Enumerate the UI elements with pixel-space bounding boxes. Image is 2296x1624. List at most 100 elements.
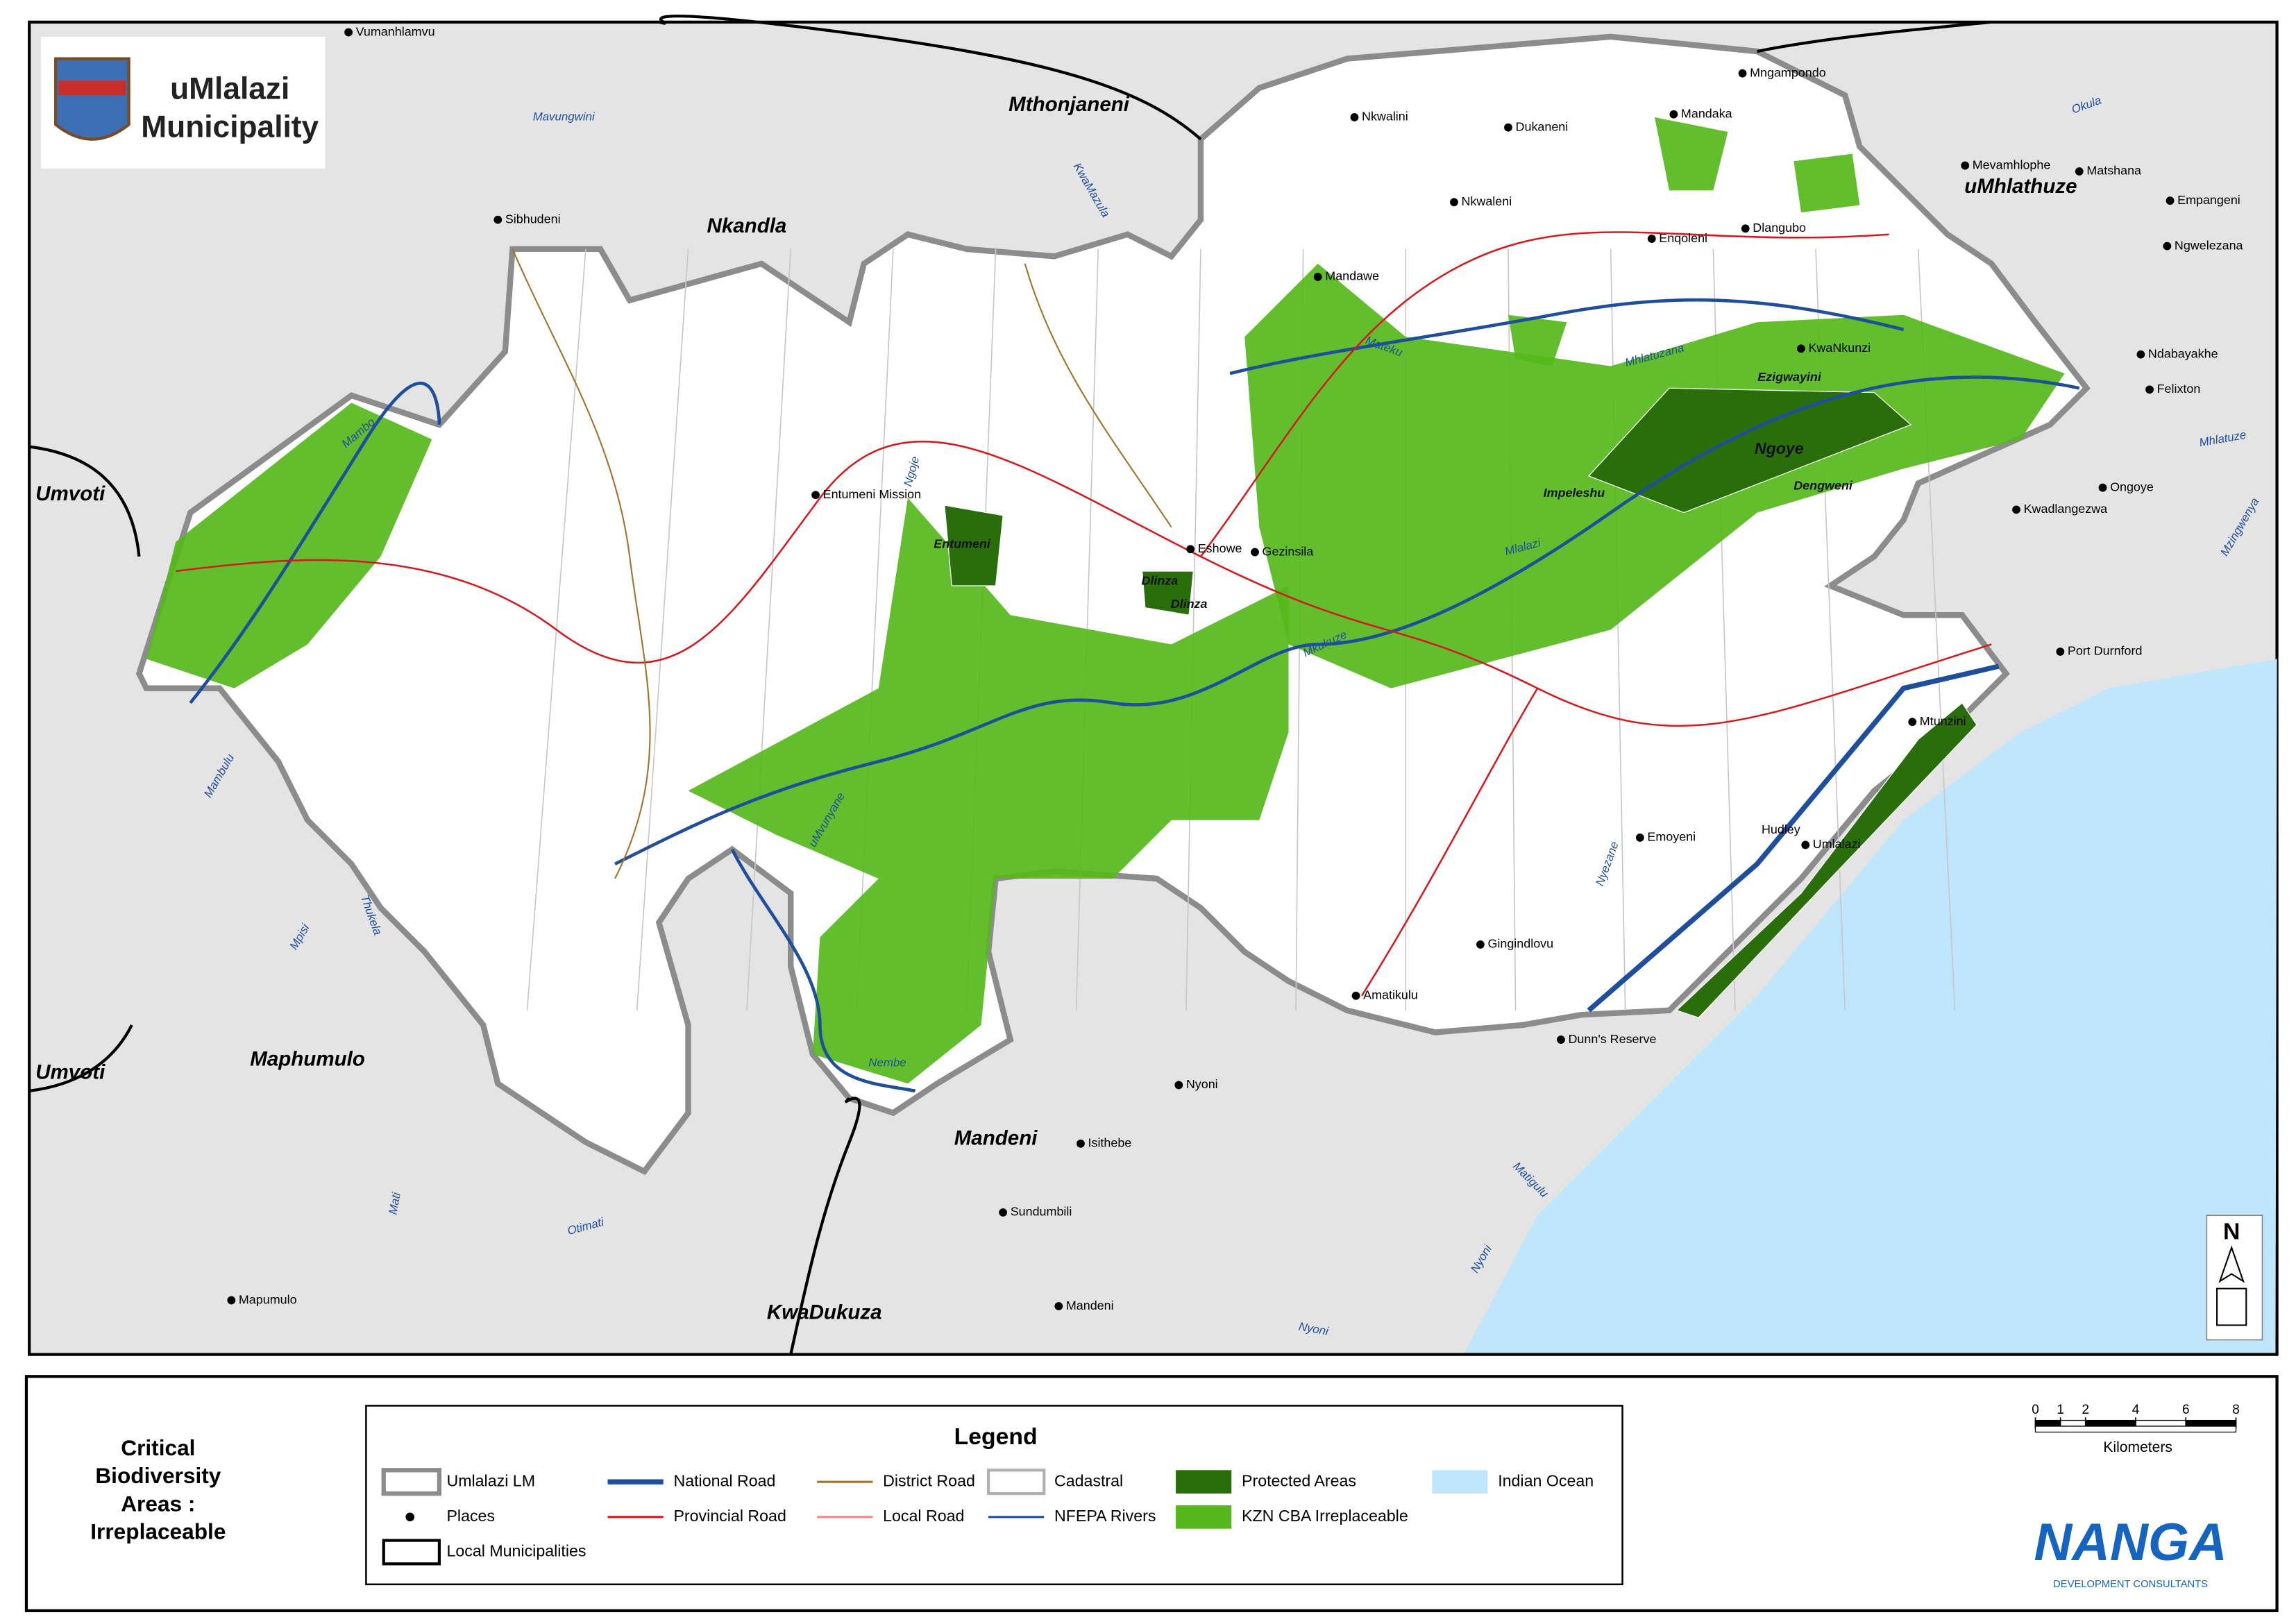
place-label: Umlalazi: [1813, 837, 1861, 851]
legend-label: National Road: [673, 1471, 775, 1489]
legend-symbol: [382, 1539, 441, 1566]
place-marker: [1504, 123, 1512, 132]
north-arrow-label: N: [2223, 1218, 2240, 1244]
municipality-label: Umvoti: [35, 1060, 105, 1083]
logo-crest: [54, 57, 130, 141]
river-label: Nembe: [868, 1056, 906, 1069]
place-marker: [1054, 1302, 1063, 1310]
place-label: Eshowe: [1198, 541, 1242, 555]
provincial-road: [176, 440, 1992, 727]
scale-segment: [2034, 1419, 2061, 1427]
provincial-road: [1360, 688, 1539, 997]
cba-area: [146, 403, 432, 688]
cba-area: [1793, 153, 1860, 213]
legend-title: Legend: [954, 1423, 1038, 1450]
municipality-area: [135, 33, 2091, 1176]
place-marker: [2145, 385, 2154, 394]
local-municipality-boundary: [658, 15, 1202, 141]
legend-label: Local Municipalities: [446, 1542, 586, 1560]
scale-tick-label: 2: [2082, 1403, 2089, 1417]
legend-label: Protected Areas: [1242, 1471, 1356, 1489]
place-label: Enqoleni: [1659, 231, 1707, 245]
municipality-label: Nkandla: [707, 214, 787, 237]
map-title: Critical: [121, 1435, 195, 1460]
legend-label: NFEPA Rivers: [1054, 1507, 1156, 1525]
legend-symbol: [381, 1468, 442, 1496]
place-marker: [1077, 1139, 1085, 1148]
ocean: [1464, 659, 2277, 1353]
place-label: Mevamhlophe: [1973, 158, 2051, 171]
place-marker: [1450, 198, 1458, 207]
protected-area: [1587, 387, 1912, 514]
place-marker: [1738, 69, 1747, 78]
place-marker: [1669, 110, 1678, 119]
north-arrow-symbol: [2216, 1245, 2247, 1326]
place-label: Mandaka: [1681, 106, 1732, 120]
place-marker: [1961, 161, 1970, 170]
place-label: Mngampondo: [1750, 65, 1826, 79]
protected-area: [1141, 570, 1195, 616]
cba-area: [688, 498, 1289, 1084]
legend-label: Local Road: [883, 1507, 964, 1525]
place-label: Dunn's Reserve: [1568, 1032, 1656, 1046]
scale-tick-label: 1: [2057, 1403, 2064, 1417]
place-label: Dukaneni: [1516, 119, 1569, 133]
place-marker: [811, 491, 820, 500]
place-label: Sibhudeni: [505, 212, 561, 226]
place-marker: [1797, 344, 1805, 353]
local-municipality-boundary: [28, 445, 141, 557]
scale-tick-label: 4: [2132, 1403, 2140, 1417]
place-label: KwaNkunzi: [1808, 341, 1871, 355]
scale-tick-label: 6: [2182, 1403, 2190, 1417]
place-marker: [1741, 224, 1750, 233]
legend-symbol: [1176, 1505, 1232, 1529]
place-label: Kwadlangezwa: [2024, 502, 2108, 516]
place-label: Empangeni: [2177, 193, 2240, 207]
place-marker: [2163, 242, 2172, 251]
legend-label: KZN CBA Irreplaceable: [1242, 1507, 1408, 1525]
cba-area: [1508, 314, 1567, 366]
place-label: Nyoni: [1186, 1077, 1218, 1091]
scale-lower-bar: [2034, 1426, 2237, 1433]
place-marker: [2098, 483, 2107, 492]
place-label: Ongoye: [2110, 480, 2154, 493]
place-label: Matshana: [2086, 164, 2141, 178]
place-label: Gezinsila: [1263, 544, 1314, 558]
place-marker: [999, 1208, 1008, 1217]
legend-label: District Road: [883, 1471, 975, 1489]
place-marker: [1557, 1035, 1565, 1044]
river-label: Mavungwini: [533, 110, 596, 123]
place-marker: [1174, 1081, 1183, 1090]
scale-segment: [2059, 1419, 2086, 1427]
area-label: Dlinza: [1141, 573, 1178, 587]
municipality-label: uMhlathuze: [1964, 175, 2077, 198]
place-marker: [344, 28, 353, 37]
area-label: Ngoye: [1755, 439, 1804, 457]
local-municipality-boundary: [789, 1097, 861, 1355]
municipality-label: Maphumulo: [250, 1047, 365, 1070]
place-label: Ngwelezana: [2175, 238, 2243, 252]
place-marker: [227, 1296, 236, 1305]
scale-tick-label: 8: [2232, 1403, 2240, 1417]
north-arrow-box: [2206, 1215, 2263, 1341]
place-label: Nkwalini: [1362, 110, 1408, 124]
municipality-label: KwaDukuza: [767, 1301, 882, 1323]
place-marker: [1251, 548, 1259, 557]
legend-label: Umlalazi LM: [446, 1471, 535, 1489]
place-label: Ndabayakhe: [2148, 346, 2218, 360]
river: [1229, 298, 1905, 375]
place-label: Port Durnford: [2068, 644, 2143, 658]
place-marker: [1908, 718, 1917, 727]
place-marker: [1635, 834, 1644, 842]
municipality-label: Umvoti: [35, 482, 105, 505]
place-marker: [1350, 113, 1359, 121]
place-marker: [1313, 272, 1322, 281]
logo-title: uMlalazi: [170, 72, 289, 106]
legend-label: Provincial Road: [673, 1507, 786, 1525]
company-name: NANGA: [2034, 1513, 2227, 1572]
place-marker: [493, 215, 503, 224]
place-marker: [1186, 545, 1195, 554]
legend-label: Indian Ocean: [1498, 1471, 1594, 1489]
legend-label: Cadastral: [1054, 1471, 1123, 1489]
